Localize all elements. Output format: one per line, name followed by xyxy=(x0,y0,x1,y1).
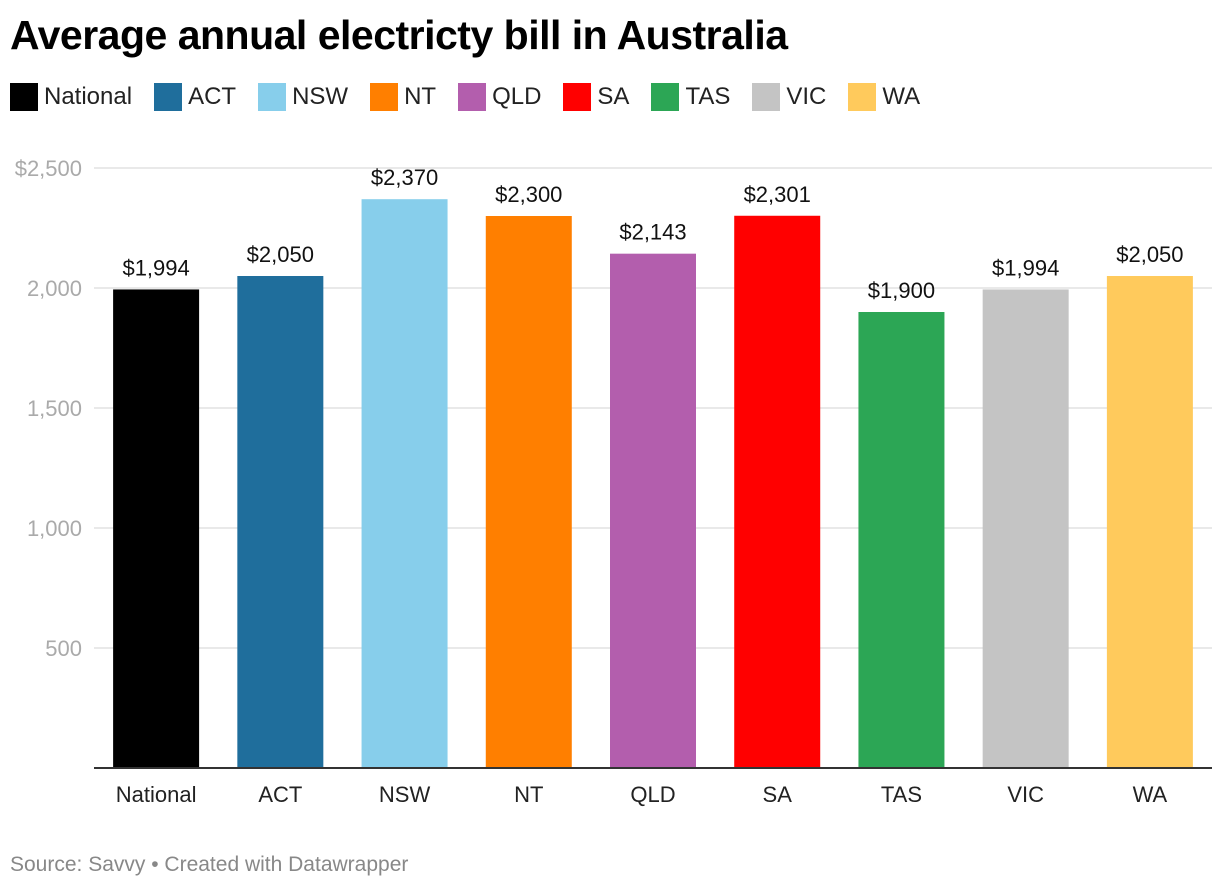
x-tick-label: SA xyxy=(763,782,793,807)
y-tick-label: 1,500 xyxy=(27,396,82,421)
x-tick-label: WA xyxy=(1133,782,1168,807)
y-tick-label: 2,000 xyxy=(27,276,82,301)
chart-title: Average annual electricty bill in Austra… xyxy=(10,12,788,58)
data-label: $2,300 xyxy=(495,182,562,207)
legend-swatch xyxy=(458,83,487,111)
bar xyxy=(485,216,572,768)
data-label: $1,994 xyxy=(992,255,1059,280)
data-label: $1,900 xyxy=(868,278,935,303)
legend-swatch xyxy=(563,83,592,111)
y-tick-label: 1,000 xyxy=(27,516,82,541)
legend-item: NT xyxy=(370,83,436,111)
data-label: $2,370 xyxy=(371,165,438,190)
legend-label: NSW xyxy=(292,83,349,110)
legend-label: QLD xyxy=(492,83,542,110)
legend-label: NT xyxy=(404,83,437,110)
legend-item: NSW xyxy=(258,83,348,111)
x-tick-label: National xyxy=(116,782,197,807)
data-label: $2,050 xyxy=(1116,242,1183,267)
x-tick-label: TAS xyxy=(881,782,922,807)
legend-item: SA xyxy=(563,83,629,111)
x-tick-label: NT xyxy=(514,782,543,807)
legend-swatch xyxy=(651,83,680,111)
legend-label: ACT xyxy=(188,83,237,110)
legend-swatch xyxy=(848,83,877,111)
data-label: $1,994 xyxy=(122,255,189,280)
legend-item: ACT xyxy=(154,83,236,111)
bar xyxy=(113,289,200,768)
legend-label: TAS xyxy=(685,83,731,110)
x-tick-label: ACT xyxy=(258,782,302,807)
legend-swatch xyxy=(154,83,183,111)
bar xyxy=(610,253,696,768)
y-tick-label: 500 xyxy=(45,636,82,661)
bar xyxy=(361,199,448,768)
x-tick-label: VIC xyxy=(1007,782,1044,807)
bar xyxy=(982,289,1069,768)
x-tick-label: NSW xyxy=(379,782,431,807)
legend-item: VIC xyxy=(752,83,826,111)
legend-label: National xyxy=(44,83,133,110)
legend-item: National xyxy=(10,83,132,111)
legend-item: QLD xyxy=(458,83,541,111)
bar xyxy=(734,215,821,768)
legend-item: TAS xyxy=(651,83,730,111)
source-note: Source: Savvy • Created with Datawrapper xyxy=(10,853,409,876)
legend-label: VIC xyxy=(786,83,827,110)
legend-swatch xyxy=(752,83,781,111)
data-label: $2,050 xyxy=(247,242,314,267)
legend-swatch xyxy=(258,83,287,111)
legend: National ACT NSW NT QLD SA TAS VIC WA xyxy=(10,83,942,111)
legend-label: SA xyxy=(597,83,630,110)
data-label: $2,301 xyxy=(744,182,811,207)
data-label: $2,143 xyxy=(619,220,686,245)
x-tick-label: QLD xyxy=(630,782,675,807)
legend-swatch xyxy=(10,83,38,111)
legend-swatch xyxy=(370,83,399,111)
bar xyxy=(1106,276,1193,768)
bar xyxy=(237,276,324,768)
legend-label: WA xyxy=(882,83,921,110)
bar xyxy=(858,312,945,768)
legend-item: WA xyxy=(848,83,920,111)
y-tick-label: $2,500 xyxy=(15,156,82,181)
